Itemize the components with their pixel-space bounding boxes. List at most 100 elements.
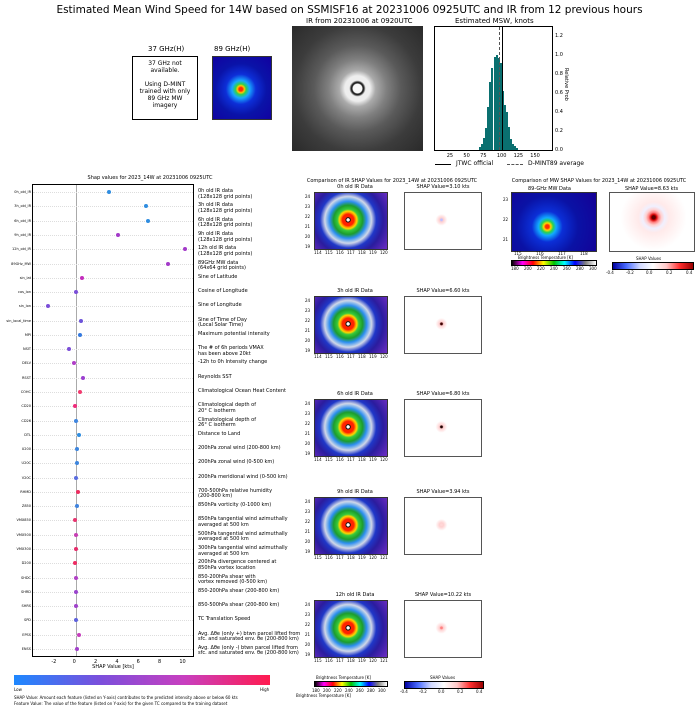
shap-feature-label: 12h old IR data (128x128 grid points)	[198, 245, 253, 257]
ir-bt-colorbar	[314, 681, 388, 687]
shap-feature-short: SHRD	[21, 589, 31, 594]
msw-x-tick: 50	[463, 153, 470, 159]
msw-chart-title: Estimated MSW, knots	[455, 17, 534, 25]
ir-shap-title: SHAP Value=3.94 kts	[416, 489, 470, 495]
shap-gridline	[33, 634, 193, 636]
ir-lon-tick: 117	[347, 354, 355, 359]
mw-lat-21: 21	[503, 237, 509, 242]
ir-lat-tick: 21	[305, 431, 311, 436]
shap-feature-short: 6h_old_IR	[14, 218, 31, 223]
shap-gridline	[33, 520, 193, 522]
shap-x-tick: -2	[51, 659, 57, 665]
ir-satellite-image	[292, 26, 423, 151]
ir-lon-tick: 118	[347, 658, 355, 663]
ir-lon-tick: 119	[358, 658, 366, 663]
shap-feature-label: Sine of Latitude	[198, 273, 238, 280]
ir-lon-tick: 114	[314, 457, 322, 462]
shap-feature-label: Reynolds SST	[198, 373, 232, 380]
gradient-low-label: Low	[14, 687, 22, 692]
mw-shap-tick: -0.2	[626, 270, 634, 275]
shap-feature-short: Z850	[21, 504, 31, 509]
ir-lon-tick: 114	[314, 250, 322, 255]
shap-point	[115, 232, 120, 237]
shap-feature-label: 200hPa zonal wind (0-500 km)	[198, 459, 275, 466]
shap-feature-label: 500hPa tangential wind azimuthally avera…	[198, 530, 288, 543]
footnote-feature: Feature Value: The value of the feature …	[14, 701, 228, 706]
ir-lat-tick: 21	[305, 529, 311, 534]
ir-lat-tick: 19	[305, 549, 311, 554]
msw-bar	[491, 67, 494, 150]
shap-feature-label: Distance to Land	[198, 430, 241, 437]
shap-feature-label: 850-200hPa shear (200-800 km)	[198, 587, 280, 594]
shap-point	[74, 604, 79, 609]
shap-feature-label: -12h to 0h Intensity change	[198, 359, 268, 366]
mw-data-title: 89-GHz MW Data	[528, 186, 571, 192]
msw-y-tick: 0.2	[555, 128, 563, 135]
ir-lon-tick: 116	[336, 354, 344, 359]
ir-shap-tick: 0.4	[476, 689, 483, 694]
ir-row-image	[314, 600, 388, 658]
msw-y-tick: 1.2	[555, 33, 563, 40]
ir-lat-tick: 20	[305, 441, 311, 446]
shap-feature-label: Avg. Δθe (only -) btwn parcel lifted fro…	[198, 644, 299, 657]
ir-lon-tick: 119	[369, 250, 377, 255]
msw-y-tick: 0.4	[555, 109, 563, 116]
ir-shap-map	[404, 399, 482, 457]
shap-gridline	[33, 220, 193, 222]
shap-x-tick: 2	[94, 659, 98, 665]
ir-lat-tick: 23	[305, 204, 311, 209]
shap-feature-short: sin_local_time	[6, 318, 31, 323]
msw-histogram	[434, 26, 553, 151]
shap-feature-short: RHMD	[20, 489, 31, 494]
ir-lon-tick: 117	[336, 555, 344, 560]
ir-lat-tick: 19	[305, 652, 311, 657]
ghz89-image	[212, 56, 272, 120]
shap-gridline	[33, 606, 193, 608]
shap-x-tick: 4	[115, 659, 119, 665]
ir-lon-tick: 118	[347, 555, 355, 560]
msw-ylabel: Relative Prob	[563, 68, 569, 101]
ir-lat-tick: 20	[305, 642, 311, 647]
shap-feature-label: Avg. Δθe (only +) btwn parcel lifted fro…	[198, 630, 301, 643]
ir-lat-tick: 20	[305, 539, 311, 544]
ir-lon-tick: 115	[325, 354, 333, 359]
ir-lat-tick: 23	[305, 612, 311, 617]
shap-feature-short: sin_lat	[19, 275, 31, 280]
shap-point	[106, 190, 111, 195]
shap-xlabel: SHAP Value [kts]	[92, 664, 134, 670]
mw-bt-tick: 260	[563, 266, 571, 271]
ir-row-title: 6h old IR Data	[337, 391, 373, 397]
shap-feature-label: Climatological depth of 20° C isotherm	[198, 402, 256, 414]
shap-feature-label: 850hPa vorticity (0-1000 km)	[198, 502, 272, 509]
msw-x-tick: 100	[496, 153, 507, 159]
ir-shap-map	[404, 296, 482, 354]
shap-feature-short: U200	[21, 447, 31, 452]
shap-point	[78, 389, 83, 394]
shap-scatter-plot	[32, 184, 194, 657]
ir-bt-tick: 200	[323, 688, 331, 693]
shap-feature-short: SHDC	[21, 575, 31, 580]
shap-x-tick: 10	[179, 659, 186, 665]
ir-lat-tick: 22	[305, 318, 311, 323]
mw-shap-tick: 0.4	[686, 270, 693, 275]
shap-feature-short: 89GHz_MW	[11, 261, 31, 266]
shap-point	[76, 632, 81, 637]
ir-lon-tick: 116	[325, 555, 333, 560]
ir-shap-title: SHAP Value=6.80 kts	[416, 391, 470, 397]
ir-shap-map	[404, 600, 482, 658]
ir-row-title: 12h old IR Data	[335, 592, 375, 598]
shap-feature-short: COHC	[20, 389, 31, 394]
ir-lat-tick: 24	[305, 194, 311, 199]
mw-bt-tick: 200	[524, 266, 532, 271]
shap-point	[73, 589, 78, 594]
mw-bt-tick: 300	[589, 266, 597, 271]
ir-lat-tick: 23	[305, 509, 311, 514]
shap-feature-short: NSIT	[22, 347, 31, 352]
shap-feature-short: DTL	[24, 432, 31, 437]
ir-compare-title: Comparison of IR SHAP Values for 2023_14…	[306, 178, 478, 184]
mw-bt-tick: 220	[537, 266, 545, 271]
shap-x-tick: 0	[72, 659, 76, 665]
shap-gridline	[33, 277, 193, 279]
shap-gridline	[33, 548, 193, 550]
shap-gridline	[33, 620, 193, 622]
